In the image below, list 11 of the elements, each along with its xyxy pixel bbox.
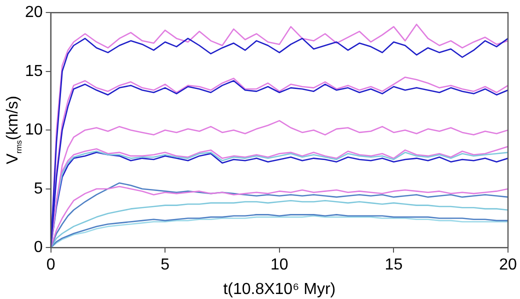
x-tick-label: 0 xyxy=(46,256,56,274)
y-tick-label: 15 xyxy=(25,62,43,80)
x-axis-title: t(10.8X10⁶ Myr) xyxy=(223,280,336,298)
y-tick-label: 0 xyxy=(34,239,43,256)
y-tick-label: 20 xyxy=(25,4,43,22)
x-tick-label: 20 xyxy=(499,256,517,274)
x-tick-label: 15 xyxy=(384,256,403,274)
x-tick-label: 10 xyxy=(270,256,288,274)
y-tick-label: 5 xyxy=(34,180,43,198)
y-tick-label: 10 xyxy=(25,122,43,139)
x-tick-label: 5 xyxy=(160,256,170,274)
